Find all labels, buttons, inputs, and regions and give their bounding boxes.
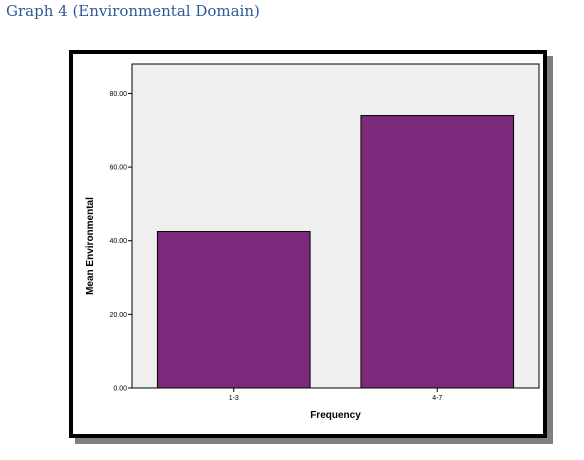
- chart-frame: 0.00 20.00 40.00 60.00 80.00 1-3 4-7 Frequenc…: [69, 50, 547, 438]
- y-axis: 0.00 20.00 40.00 60.00 80.00: [109, 91, 132, 393]
- y-tick-label: 20.00: [109, 312, 127, 319]
- x-tick-label: 1-3: [229, 395, 239, 402]
- bar-chart: 0.00 20.00 40.00 60.00 80.00 1-3 4-7 Frequenc…: [85, 63, 540, 421]
- y-tick-label: 0.00: [113, 386, 127, 393]
- y-tick-label: 40.00: [109, 238, 127, 245]
- x-axis-title: Frequency: [310, 410, 361, 421]
- y-axis-title: Mean Environmental: [85, 197, 96, 295]
- graph-caption: Graph 4 (Environmental Domain): [6, 2, 260, 20]
- x-tick-label: 4-7: [432, 395, 442, 402]
- bar-4-7: [360, 115, 515, 389]
- bar-1-3: [156, 231, 311, 389]
- x-axis: 1-3 4-7: [229, 388, 442, 402]
- bars: [156, 115, 515, 389]
- y-tick-label: 80.00: [109, 91, 127, 98]
- y-tick-label: 60.00: [109, 165, 127, 172]
